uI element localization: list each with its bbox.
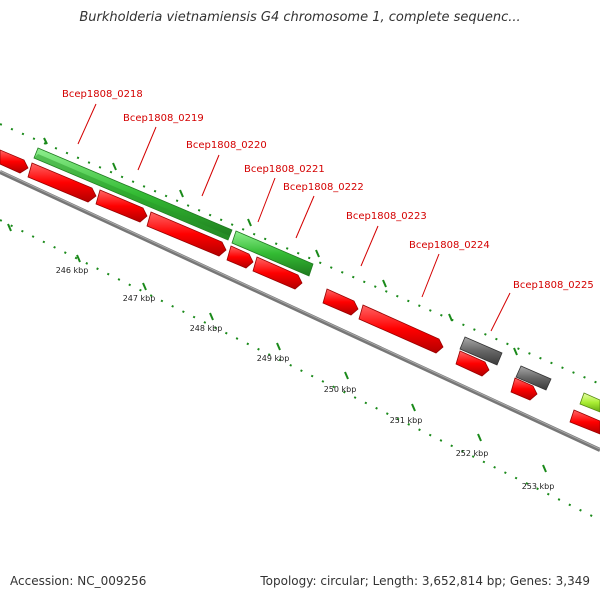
kbp-label: 248 kbp: [190, 324, 223, 333]
gene-arrow[interactable]: [252, 256, 303, 290]
inner-ruler: [0, 219, 600, 521]
gene-label[interactable]: Bcep1808_0225: [513, 280, 594, 291]
gene-label[interactable]: Bcep1808_0219: [123, 113, 204, 124]
cds-feature[interactable]: [34, 154, 230, 240]
gene-arrow[interactable]: [226, 245, 254, 269]
gene-label[interactable]: Bcep1808_0220: [186, 140, 267, 151]
kbp-label: 247 kbp: [123, 294, 156, 303]
gene-arrow[interactable]: [455, 350, 490, 377]
gene-track: [0, 149, 600, 435]
gene-arrow[interactable]: [322, 288, 359, 316]
gene-label[interactable]: Bcep1808_0224: [409, 240, 490, 251]
gene-arrow[interactable]: [569, 409, 600, 435]
kbp-label: 250 kbp: [324, 385, 357, 394]
cds-track: [33, 147, 600, 413]
gene-labels: Bcep1808_0218 Bcep1808_0219 Bcep1808_022…: [62, 89, 594, 332]
cds-feature[interactable]: [515, 365, 552, 391]
gene-label[interactable]: Bcep1808_0221: [244, 164, 325, 175]
kbp-label: 249 kbp: [257, 354, 290, 363]
cds-feature[interactable]: [231, 230, 314, 277]
outer-ruler: [0, 123, 600, 385]
kbp-label: 252 kbp: [456, 449, 489, 458]
map-title: Burkholderia vietnamiensis G4 chromosome…: [79, 10, 521, 25]
gene-label[interactable]: Bcep1808_0222: [283, 182, 364, 193]
cds-feature[interactable]: [459, 336, 503, 366]
kbp-label: 253 kbp: [522, 482, 555, 491]
gene-arrow[interactable]: [510, 377, 538, 401]
cds-feature[interactable]: [579, 392, 600, 413]
kbp-labels: 246 kbp 247 kbp 248 kbp 249 kbp 250 kbp …: [56, 266, 555, 491]
gene-arrow[interactable]: [0, 149, 29, 174]
kbp-label: 251 kbp: [390, 416, 423, 425]
gene-arrow[interactable]: [27, 162, 97, 203]
kbp-label: 246 kbp: [56, 266, 89, 275]
gene-label[interactable]: Bcep1808_0218: [62, 89, 143, 100]
gene-label[interactable]: Bcep1808_0223: [346, 211, 427, 222]
genome-stats-text: Topology: circular; Length: 3,652,814 bp…: [260, 574, 590, 588]
gene-arrow[interactable]: [358, 304, 444, 354]
backbone: [0, 170, 600, 452]
accession-text: Accession: NC_009256: [10, 574, 147, 588]
gene-arrow[interactable]: [95, 189, 148, 223]
gene-arrow[interactable]: [146, 211, 227, 257]
